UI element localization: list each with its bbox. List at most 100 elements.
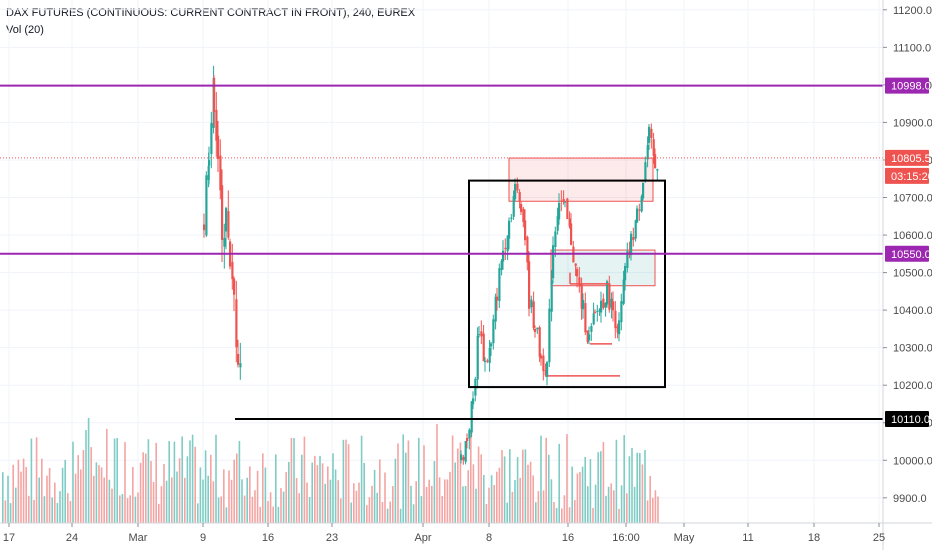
- volume-bar: [441, 496, 443, 523]
- volume-bar: [376, 492, 378, 523]
- candle-body: [492, 319, 495, 344]
- candle-body: [231, 261, 234, 280]
- candle-body: [576, 269, 579, 277]
- volume-bar: [108, 479, 111, 523]
- volume-bar: [56, 503, 59, 523]
- candle-body: [215, 109, 218, 141]
- volume-bar: [584, 456, 586, 523]
- volume-bar: [275, 454, 277, 523]
- price-tick-label: 10900.0: [893, 117, 932, 129]
- candle-body: [210, 123, 213, 155]
- price-tick-label: 10500.0: [893, 268, 932, 280]
- volume-bar: [550, 479, 553, 523]
- volume-bar: [605, 495, 607, 523]
- volume-bar: [165, 480, 168, 523]
- volume-bar: [464, 486, 467, 523]
- volume-bar: [514, 480, 516, 523]
- volume-bar: [449, 471, 451, 523]
- volume-bar: [503, 456, 506, 523]
- volume-bar: [189, 440, 191, 523]
- candle-body: [508, 220, 511, 239]
- volume-bar: [631, 447, 633, 523]
- candle-body: [596, 311, 599, 313]
- volume-bar: [28, 495, 30, 523]
- candle-body: [534, 328, 537, 332]
- volume-bar: [59, 491, 61, 523]
- candle-body: [500, 260, 503, 270]
- candle-body: [484, 360, 487, 363]
- time-tick-label: 9: [200, 532, 206, 544]
- volume-bar: [607, 486, 610, 523]
- price-tick-label: 10400.0: [893, 305, 932, 317]
- candle-body: [466, 437, 469, 441]
- volume-bar: [48, 467, 51, 523]
- volume-bar: [457, 448, 459, 523]
- candle-body: [472, 398, 475, 405]
- volume-bar: [121, 493, 124, 523]
- volume-bar: [381, 502, 384, 523]
- volume-bar: [306, 482, 308, 523]
- volume-bar: [20, 471, 22, 523]
- volume-bar: [262, 453, 264, 523]
- candle-body: [522, 208, 525, 222]
- volume-bar: [436, 424, 438, 523]
- volume-bar: [571, 466, 573, 523]
- candle-body: [590, 325, 593, 332]
- level-badge: 10110.0: [891, 414, 930, 426]
- candle-body: [650, 128, 653, 139]
- level-badge: 10998.0: [891, 81, 931, 93]
- candle-body: [504, 247, 507, 250]
- volume-bar: [228, 470, 230, 523]
- candle-body: [634, 220, 637, 239]
- volume-bar: [334, 469, 337, 523]
- volume-bar: [33, 499, 35, 523]
- candle-body: [614, 310, 617, 329]
- candle-body: [239, 363, 242, 368]
- volume-bar: [230, 479, 233, 523]
- volume-bar: [106, 428, 108, 523]
- price-tick-label: 10200.0: [893, 380, 932, 392]
- volume-bar: [124, 442, 126, 523]
- candle-body: [227, 211, 230, 238]
- volume-bar: [602, 441, 605, 523]
- volume-bar: [594, 484, 597, 523]
- volume-bar: [272, 506, 274, 523]
- volume-bar: [446, 479, 449, 523]
- volume-bar: [511, 491, 514, 523]
- volume-bar: [581, 466, 584, 523]
- candle-body: [496, 296, 499, 301]
- volume-bar: [288, 461, 290, 523]
- volume-bar: [355, 490, 358, 523]
- candle-body: [594, 311, 597, 313]
- time-tick-label: 24: [66, 532, 78, 544]
- candle-body: [233, 278, 236, 295]
- volume-bar: [490, 475, 493, 523]
- candle-body: [528, 261, 531, 309]
- volume-bar: [251, 496, 254, 523]
- volume-bar: [150, 461, 152, 523]
- volume-bar: [277, 506, 280, 523]
- volume-bar: [501, 450, 503, 523]
- candle-body: [237, 353, 240, 365]
- volume-bar: [119, 495, 121, 523]
- volume-bar: [210, 454, 212, 523]
- volume-bar: [454, 462, 456, 523]
- volume-bar: [301, 454, 303, 523]
- volume-bar: [132, 467, 134, 523]
- candle-body: [556, 216, 559, 231]
- volume-bar: [327, 466, 329, 523]
- volume-bar: [329, 479, 332, 523]
- candle-body: [618, 320, 621, 335]
- candle-body: [638, 209, 641, 211]
- candle-body: [203, 224, 206, 231]
- volume-bar: [589, 459, 592, 523]
- volume-bar: [615, 439, 618, 523]
- candle-body: [640, 196, 643, 212]
- volume-bar: [347, 444, 350, 523]
- range-box: [468, 179, 666, 389]
- volume-bar: [477, 446, 480, 523]
- volume-bar: [204, 450, 207, 523]
- candle-body: [221, 185, 224, 240]
- volume-bar: [223, 469, 225, 523]
